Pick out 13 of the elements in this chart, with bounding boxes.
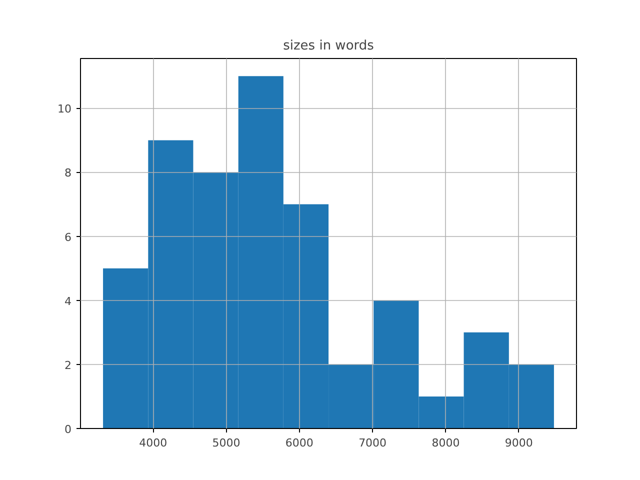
x-tick-label: 9000 bbox=[504, 436, 533, 450]
x-tick-label: 4000 bbox=[139, 436, 168, 450]
x-tick-label: 5000 bbox=[212, 436, 240, 450]
y-tick-label: 2 bbox=[64, 358, 72, 372]
x-tick-label: 6000 bbox=[285, 436, 314, 450]
y-tick-label: 6 bbox=[64, 230, 72, 244]
y-tick-label: 0 bbox=[64, 423, 72, 436]
y-tick-label: 10 bbox=[58, 102, 72, 116]
y-tick-label: 4 bbox=[64, 294, 72, 308]
x-tick-label: 8000 bbox=[432, 436, 460, 450]
chart-title: sizes in words bbox=[283, 38, 374, 54]
y-tick-label: 8 bbox=[64, 166, 72, 180]
x-tick-label: 7000 bbox=[358, 436, 387, 450]
